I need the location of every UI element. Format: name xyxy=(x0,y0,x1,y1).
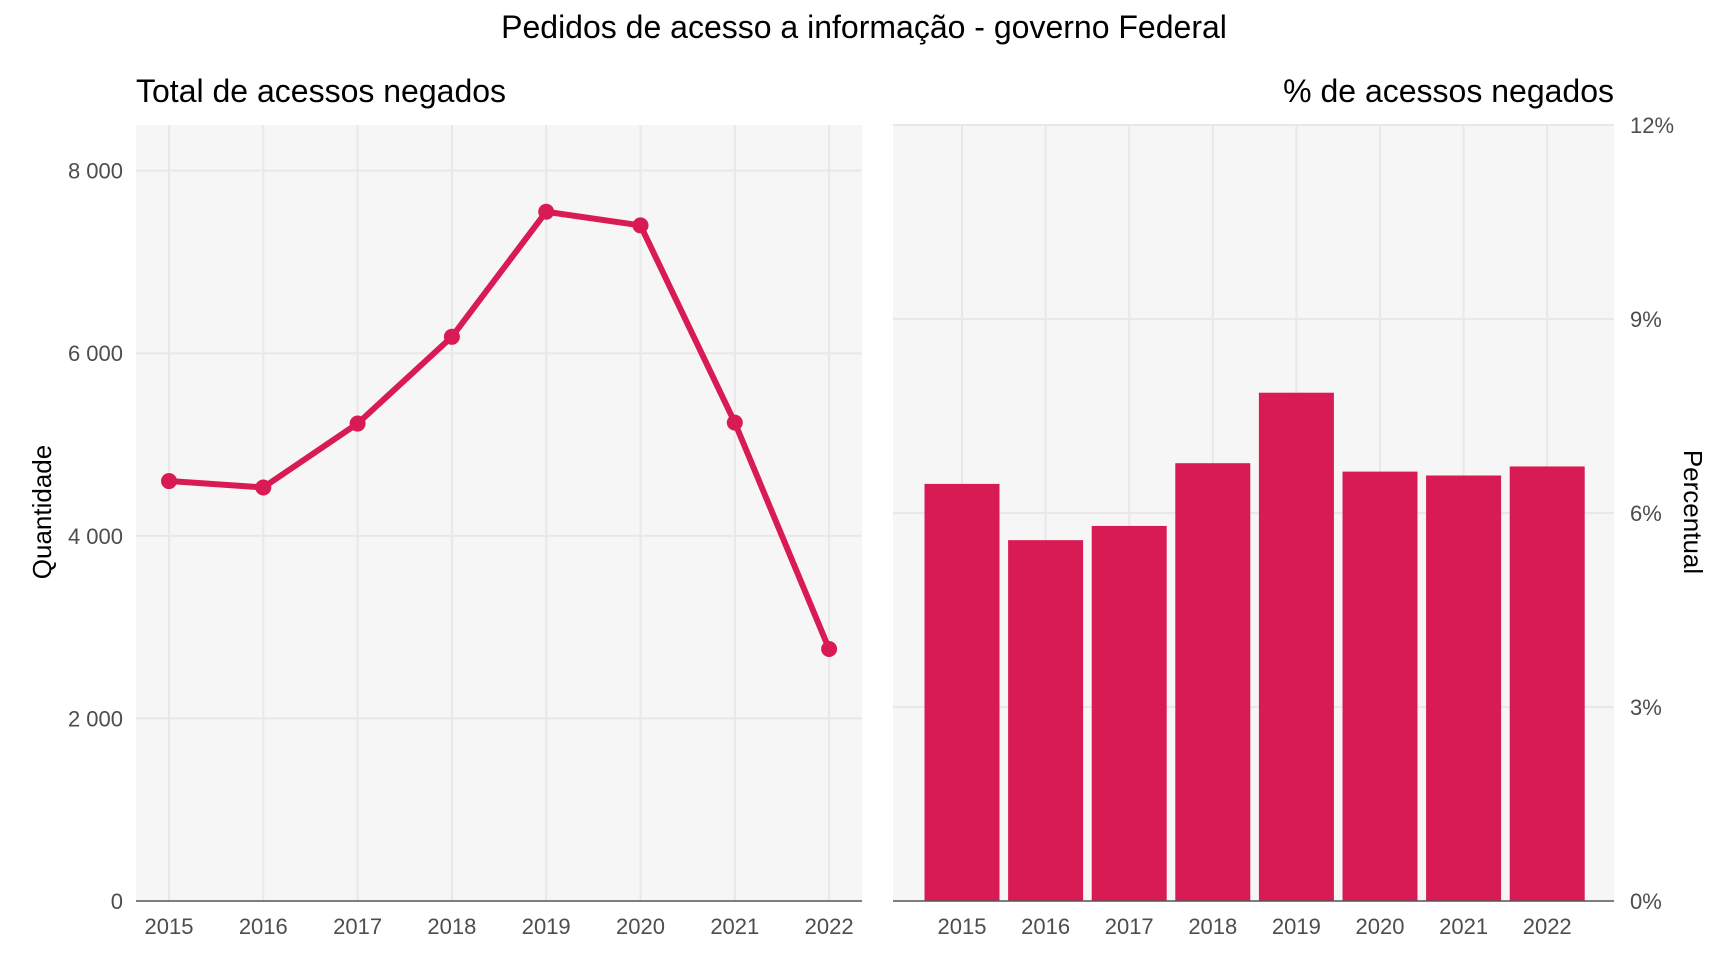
bar-chart-x-tick-label: 2022 xyxy=(1523,914,1572,939)
line-chart-point xyxy=(632,217,649,234)
line-chart-point xyxy=(349,415,366,432)
line-chart-x-tick-label: 2019 xyxy=(522,914,571,939)
bar-chart-y-tick-label: 6% xyxy=(1630,501,1662,526)
bar-chart-x-tick-label: 2016 xyxy=(1021,914,1070,939)
line-chart-x-tick-label: 2017 xyxy=(333,914,382,939)
bar-chart-bar xyxy=(1509,466,1585,901)
line-chart-y-tick-label: 2 000 xyxy=(68,706,123,731)
line-chart-point xyxy=(161,473,177,490)
line-chart-x-tick-label: 2016 xyxy=(239,914,288,939)
line-chart-plot-bg xyxy=(136,125,862,901)
line-chart-panel: Total de acessos negados Quantidade 0 2 0… xyxy=(27,73,862,939)
bar-chart-y-tick-label: 3% xyxy=(1630,695,1662,720)
line-chart-y-tick-label: 8 000 xyxy=(68,159,123,184)
bar-chart-bar xyxy=(1426,475,1502,901)
bar-chart-bar xyxy=(1258,392,1334,901)
bar-chart-x-tick-label: 2019 xyxy=(1272,914,1321,939)
bar-chart-x-tick-label: 2018 xyxy=(1188,914,1237,939)
bar-chart-y-tick-label: 12% xyxy=(1630,113,1674,138)
bar-chart-bar xyxy=(1091,525,1167,901)
line-chart-y-tick-label: 6 000 xyxy=(68,341,123,366)
line-chart-series-line xyxy=(166,208,833,653)
bar-chart-ylabel: Percentual xyxy=(1678,450,1708,574)
line-chart-point xyxy=(726,414,743,431)
bar-chart-bar xyxy=(1342,471,1418,901)
line-chart-title: Total de acessos negados xyxy=(136,73,506,109)
line-chart-y-tick-label: 4 000 xyxy=(68,524,123,549)
bar-chart-x-tick-label: 2015 xyxy=(938,914,987,939)
line-chart-y-tick-label: 0 xyxy=(111,889,123,914)
line-chart-point xyxy=(255,479,272,496)
line-chart-point xyxy=(538,203,555,220)
line-chart-point xyxy=(443,328,460,345)
line-chart-ylabel: Quantidade xyxy=(27,445,57,579)
line-chart-x-tick-label: 2015 xyxy=(145,914,194,939)
line-chart-x-tick-label: 2021 xyxy=(710,914,759,939)
line-chart-x-tick-label: 2022 xyxy=(805,914,854,939)
line-chart-x-tick-label: 2018 xyxy=(427,914,476,939)
bar-chart-panel: % de acessos negados Percentual 0% 3% 6% 9%… xyxy=(893,73,1708,939)
bar-chart-title: % de acessos negados xyxy=(1283,73,1614,109)
bar-chart-x-tick-label: 2017 xyxy=(1105,914,1154,939)
bar-chart-bar xyxy=(1175,463,1251,901)
bar-chart-y-tick-label: 0% xyxy=(1630,889,1662,914)
line-chart-point xyxy=(821,641,838,658)
bar-chart-x-tick-label: 2020 xyxy=(1356,914,1405,939)
bar-chart-y-tick-label: 9% xyxy=(1630,307,1662,332)
bar-chart-bar xyxy=(1008,540,1084,901)
chart-main-title: Pedidos de acesso a informação - governo… xyxy=(501,9,1227,45)
bar-chart-bar xyxy=(924,483,1000,901)
bar-chart-x-tick-label: 2021 xyxy=(1439,914,1488,939)
line-chart-x-tick-label: 2020 xyxy=(616,914,665,939)
